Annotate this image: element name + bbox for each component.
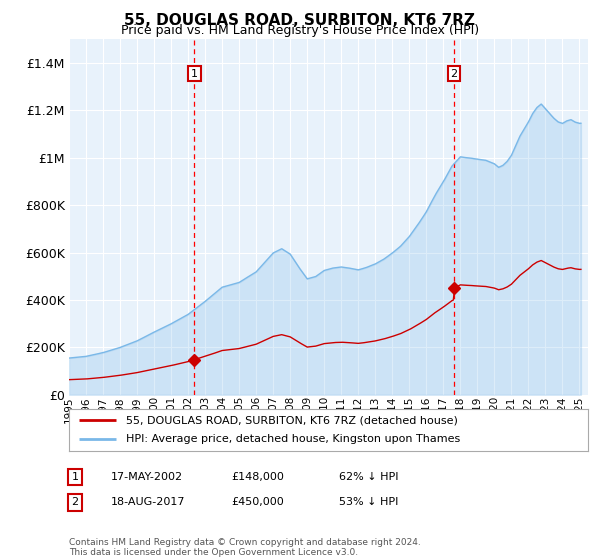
Text: 18-AUG-2017: 18-AUG-2017 [111,497,185,507]
Text: HPI: Average price, detached house, Kingston upon Thames: HPI: Average price, detached house, King… [126,435,460,445]
Text: 55, DOUGLAS ROAD, SURBITON, KT6 7RZ: 55, DOUGLAS ROAD, SURBITON, KT6 7RZ [125,13,476,28]
Text: 1: 1 [71,472,79,482]
Text: 1: 1 [191,68,198,78]
Text: 53% ↓ HPI: 53% ↓ HPI [339,497,398,507]
Text: 17-MAY-2002: 17-MAY-2002 [111,472,183,482]
Text: Contains HM Land Registry data © Crown copyright and database right 2024.
This d: Contains HM Land Registry data © Crown c… [69,538,421,557]
Text: Price paid vs. HM Land Registry's House Price Index (HPI): Price paid vs. HM Land Registry's House … [121,24,479,37]
Text: 2: 2 [71,497,79,507]
Text: £148,000: £148,000 [231,472,284,482]
Text: 2: 2 [451,68,458,78]
Text: £450,000: £450,000 [231,497,284,507]
Text: 62% ↓ HPI: 62% ↓ HPI [339,472,398,482]
Text: 55, DOUGLAS ROAD, SURBITON, KT6 7RZ (detached house): 55, DOUGLAS ROAD, SURBITON, KT6 7RZ (det… [126,415,458,425]
